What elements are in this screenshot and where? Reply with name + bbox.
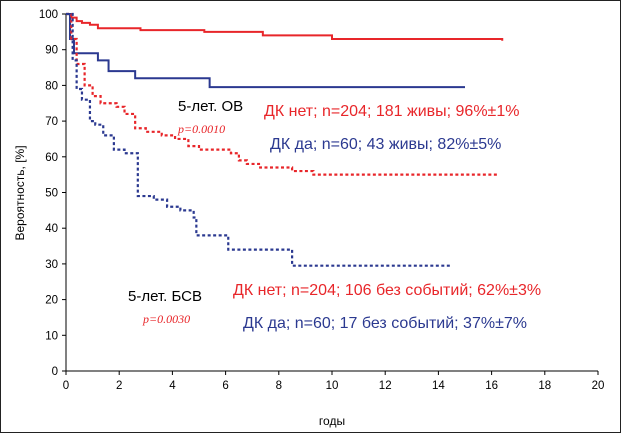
y-tick-label: 10	[45, 330, 58, 342]
x-tick-label: 16	[485, 380, 498, 392]
x-axis-title: годы	[319, 414, 345, 428]
x-tick-label: 6	[222, 380, 228, 392]
os-no-label: ДК нет; n=204; 181 живы; 96%±1%	[264, 103, 519, 120]
series-line-3	[66, 12, 497, 176]
y-axis-title: Вероятность, [%]	[13, 145, 27, 240]
os-title: 5-лет. ОВ	[178, 98, 243, 115]
efs-p-value: p=0.0030	[142, 312, 190, 326]
os-p-value: p=0.0010	[177, 122, 225, 136]
y-tick-label: 80	[45, 80, 58, 92]
efs-no-label: ДК нет; n=204; 106 без событий; 62%±3%	[233, 282, 541, 299]
y-tick-label: 60	[45, 152, 58, 164]
y-tick-label: 20	[45, 295, 58, 307]
x-tick-label: 12	[379, 380, 392, 392]
y-tick-label: 70	[45, 116, 58, 128]
x-ticks: 0 2 4 6 8 10 12 14 16 18 20	[63, 371, 605, 392]
x-tick-label: 18	[538, 380, 551, 392]
x-tick-label: 8	[276, 380, 282, 392]
y-tick-label: 40	[45, 223, 58, 235]
y-tick-label: 90	[45, 45, 58, 57]
y-tick-label: 50	[45, 188, 58, 200]
y-tick-label: 100	[39, 9, 58, 21]
series-line-1	[66, 13, 504, 41]
x-tick-label: 4	[169, 380, 176, 392]
x-tick-label: 20	[592, 380, 605, 392]
efs-yes-label: ДК да; n=60; 17 без событий; 37%±7%	[243, 315, 527, 332]
efs-title: 5-лет. БСВ	[128, 288, 202, 305]
x-tick-label: 0	[63, 380, 69, 392]
x-tick-label: 10	[326, 380, 339, 392]
x-tick-label: 14	[432, 380, 445, 392]
y-tick-label: 0	[52, 366, 58, 378]
series-layer	[66, 12, 504, 267]
y-tick-label: 30	[45, 259, 58, 271]
os-yes-label: ДК да; n=60; 43 живы; 82%±5%	[270, 136, 501, 153]
y-ticks: 0 10 20 30 40 50 60 70 80 90 100	[39, 9, 66, 378]
x-tick-label: 2	[116, 380, 122, 392]
series-line-4	[66, 12, 452, 267]
